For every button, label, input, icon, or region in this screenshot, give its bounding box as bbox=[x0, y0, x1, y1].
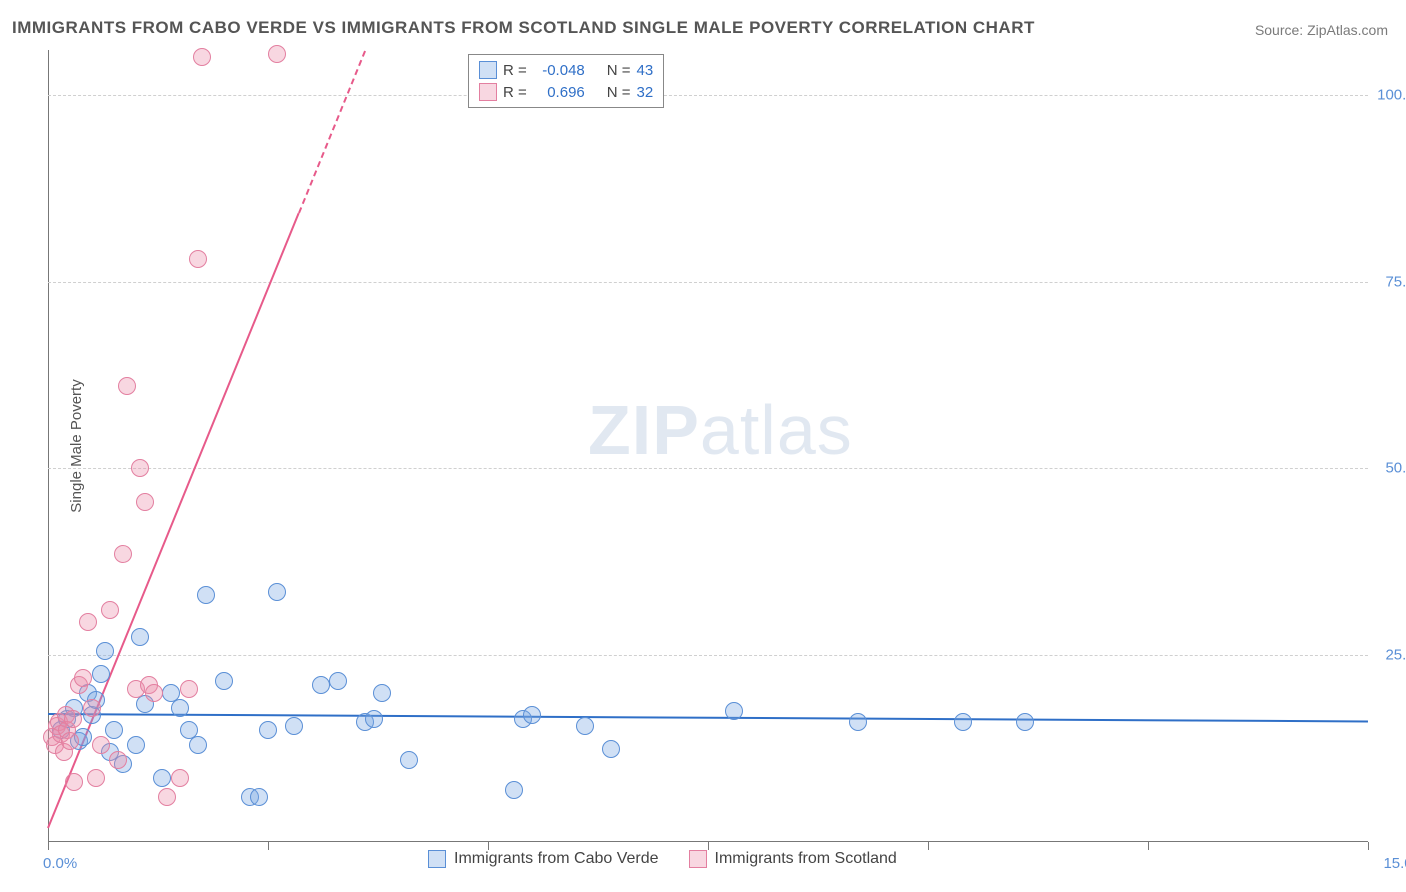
data-point bbox=[505, 781, 523, 799]
data-point bbox=[171, 699, 189, 717]
legend-r-value: -0.048 bbox=[533, 62, 585, 79]
scatter-chart: ZIPatlas 25.0%50.0%75.0%100.0%0.0%15.0%R… bbox=[48, 50, 1368, 842]
data-point bbox=[114, 545, 132, 563]
series-name: Immigrants from Scotland bbox=[715, 850, 897, 868]
legend-n-label: N = bbox=[607, 62, 631, 79]
watermark: ZIPatlas bbox=[588, 390, 853, 470]
y-tick-label: 75.0% bbox=[1385, 273, 1406, 290]
y-tick-label: 25.0% bbox=[1385, 647, 1406, 664]
data-point bbox=[127, 736, 145, 754]
data-point bbox=[109, 751, 127, 769]
data-point bbox=[312, 676, 330, 694]
data-point bbox=[189, 736, 207, 754]
data-point bbox=[87, 769, 105, 787]
trend-line bbox=[298, 51, 366, 214]
legend-swatch bbox=[428, 850, 446, 868]
legend-r-value: 0.696 bbox=[533, 84, 585, 101]
data-point bbox=[329, 672, 347, 690]
data-point bbox=[849, 713, 867, 731]
data-point bbox=[193, 48, 211, 66]
legend-r-label: R = bbox=[503, 62, 527, 79]
data-point bbox=[96, 642, 114, 660]
x-tick bbox=[928, 842, 929, 850]
gridline-horizontal bbox=[48, 468, 1368, 469]
gridline-horizontal bbox=[48, 282, 1368, 283]
correlation-legend-row: R = -0.048 N = 43 bbox=[479, 59, 653, 81]
x-tick-label: 15.0% bbox=[1383, 855, 1406, 872]
source-name: ZipAtlas.com bbox=[1307, 22, 1388, 38]
trend-line bbox=[48, 713, 1368, 722]
data-point bbox=[268, 45, 286, 63]
legend-r-label: R = bbox=[503, 84, 527, 101]
data-point bbox=[61, 732, 79, 750]
data-point bbox=[65, 773, 83, 791]
data-point bbox=[158, 788, 176, 806]
series-name: Immigrants from Cabo Verde bbox=[454, 850, 659, 868]
source-credit: Source: ZipAtlas.com bbox=[1255, 22, 1388, 38]
watermark-rest: atlas bbox=[700, 391, 853, 469]
legend-swatch bbox=[689, 850, 707, 868]
data-point bbox=[197, 586, 215, 604]
data-point bbox=[131, 459, 149, 477]
data-point bbox=[954, 713, 972, 731]
x-tick bbox=[708, 842, 709, 850]
data-point bbox=[136, 493, 154, 511]
x-tick bbox=[1368, 842, 1369, 850]
data-point bbox=[373, 684, 391, 702]
y-tick-label: 50.0% bbox=[1385, 460, 1406, 477]
data-point bbox=[131, 628, 149, 646]
data-point bbox=[189, 250, 207, 268]
x-tick bbox=[1148, 842, 1149, 850]
data-point bbox=[365, 710, 383, 728]
legend-n-label: N = bbox=[607, 84, 631, 101]
data-point bbox=[145, 684, 163, 702]
data-point bbox=[250, 788, 268, 806]
data-point bbox=[1016, 713, 1034, 731]
data-point bbox=[576, 717, 594, 735]
data-point bbox=[285, 717, 303, 735]
legend-swatch bbox=[479, 61, 497, 79]
legend-swatch bbox=[479, 83, 497, 101]
data-point bbox=[74, 669, 92, 687]
gridline-horizontal bbox=[48, 655, 1368, 656]
gridline-horizontal bbox=[48, 95, 1368, 96]
data-point bbox=[523, 706, 541, 724]
data-point bbox=[105, 721, 123, 739]
correlation-legend-row: R = 0.696 N = 32 bbox=[479, 81, 653, 103]
data-point bbox=[725, 702, 743, 720]
watermark-bold: ZIP bbox=[588, 391, 700, 469]
series-legend-item: Immigrants from Scotland bbox=[689, 850, 897, 868]
legend-n-value: 32 bbox=[637, 84, 654, 101]
chart-title: IMMIGRANTS FROM CABO VERDE VS IMMIGRANTS… bbox=[12, 18, 1035, 38]
data-point bbox=[215, 672, 233, 690]
data-point bbox=[118, 377, 136, 395]
data-point bbox=[92, 665, 110, 683]
x-tick-label: 0.0% bbox=[43, 855, 77, 872]
data-point bbox=[400, 751, 418, 769]
series-legend-item: Immigrants from Cabo Verde bbox=[428, 850, 659, 868]
data-point bbox=[92, 736, 110, 754]
data-point bbox=[101, 601, 119, 619]
data-point bbox=[180, 680, 198, 698]
source-label: Source: bbox=[1255, 22, 1307, 38]
x-tick bbox=[48, 842, 49, 850]
x-tick bbox=[488, 842, 489, 850]
data-point bbox=[64, 710, 82, 728]
data-point bbox=[79, 613, 97, 631]
y-tick-label: 100.0% bbox=[1377, 86, 1406, 103]
data-point bbox=[268, 583, 286, 601]
data-point bbox=[83, 699, 101, 717]
x-tick bbox=[268, 842, 269, 850]
data-point bbox=[153, 769, 171, 787]
data-point bbox=[171, 769, 189, 787]
correlation-legend: R = -0.048 N = 43 R = 0.696 N = 32 bbox=[468, 54, 664, 108]
legend-n-value: 43 bbox=[637, 62, 654, 79]
series-legend: Immigrants from Cabo Verde Immigrants fro… bbox=[428, 850, 897, 868]
data-point bbox=[259, 721, 277, 739]
data-point bbox=[602, 740, 620, 758]
